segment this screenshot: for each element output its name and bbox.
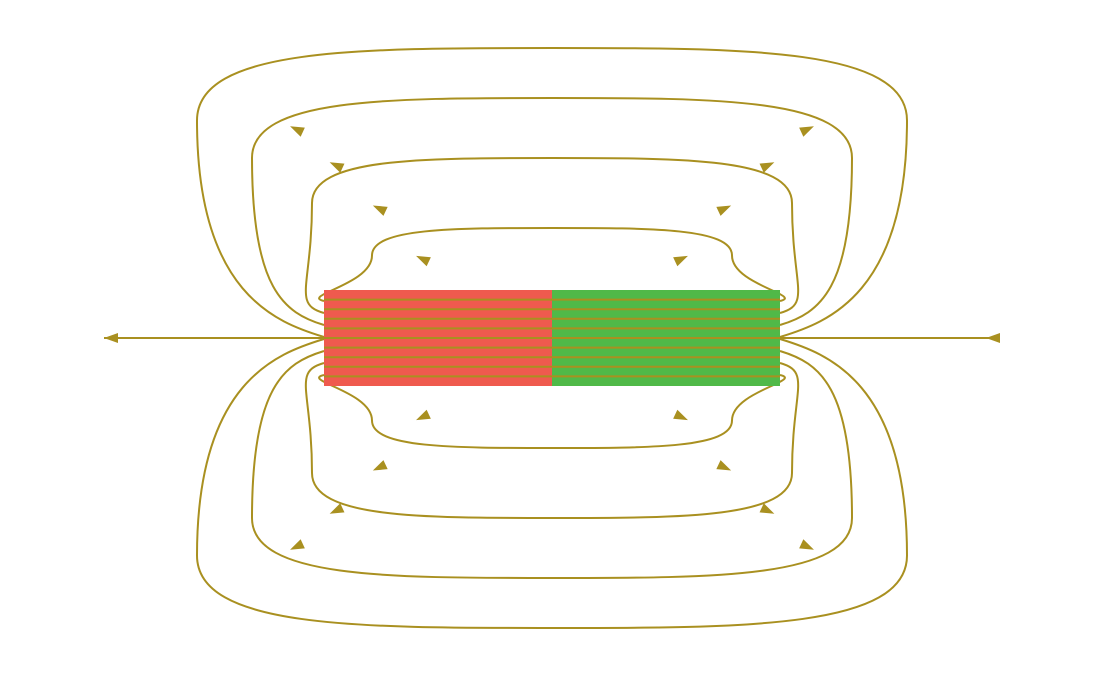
field-arrow-icon <box>416 410 431 420</box>
field-arrow-icon <box>373 205 388 215</box>
field-arrow-icon <box>760 503 775 513</box>
field-arrow-icon <box>716 205 731 215</box>
field-line <box>306 158 552 313</box>
field-arrow-icon <box>760 162 775 172</box>
field-arrow-icon <box>416 256 431 266</box>
field-arrow-icon <box>104 333 118 343</box>
field-line <box>552 363 798 518</box>
field-arrow-icon <box>673 256 688 266</box>
field-arrow-icon <box>290 126 305 136</box>
field-arrow-icon <box>290 539 305 549</box>
field-arrow-icon <box>716 460 731 470</box>
field-arrow-icon <box>799 539 814 549</box>
field-line <box>306 363 552 518</box>
bar-magnet <box>324 290 780 386</box>
field-arrow-icon <box>673 410 688 420</box>
field-arrow-icon <box>330 503 345 513</box>
field-arrow-icon <box>986 333 1000 343</box>
field-arrow-icon <box>330 162 345 172</box>
field-line <box>552 158 798 313</box>
field-arrow-icon <box>373 460 388 470</box>
field-arrow-icon <box>799 126 814 136</box>
